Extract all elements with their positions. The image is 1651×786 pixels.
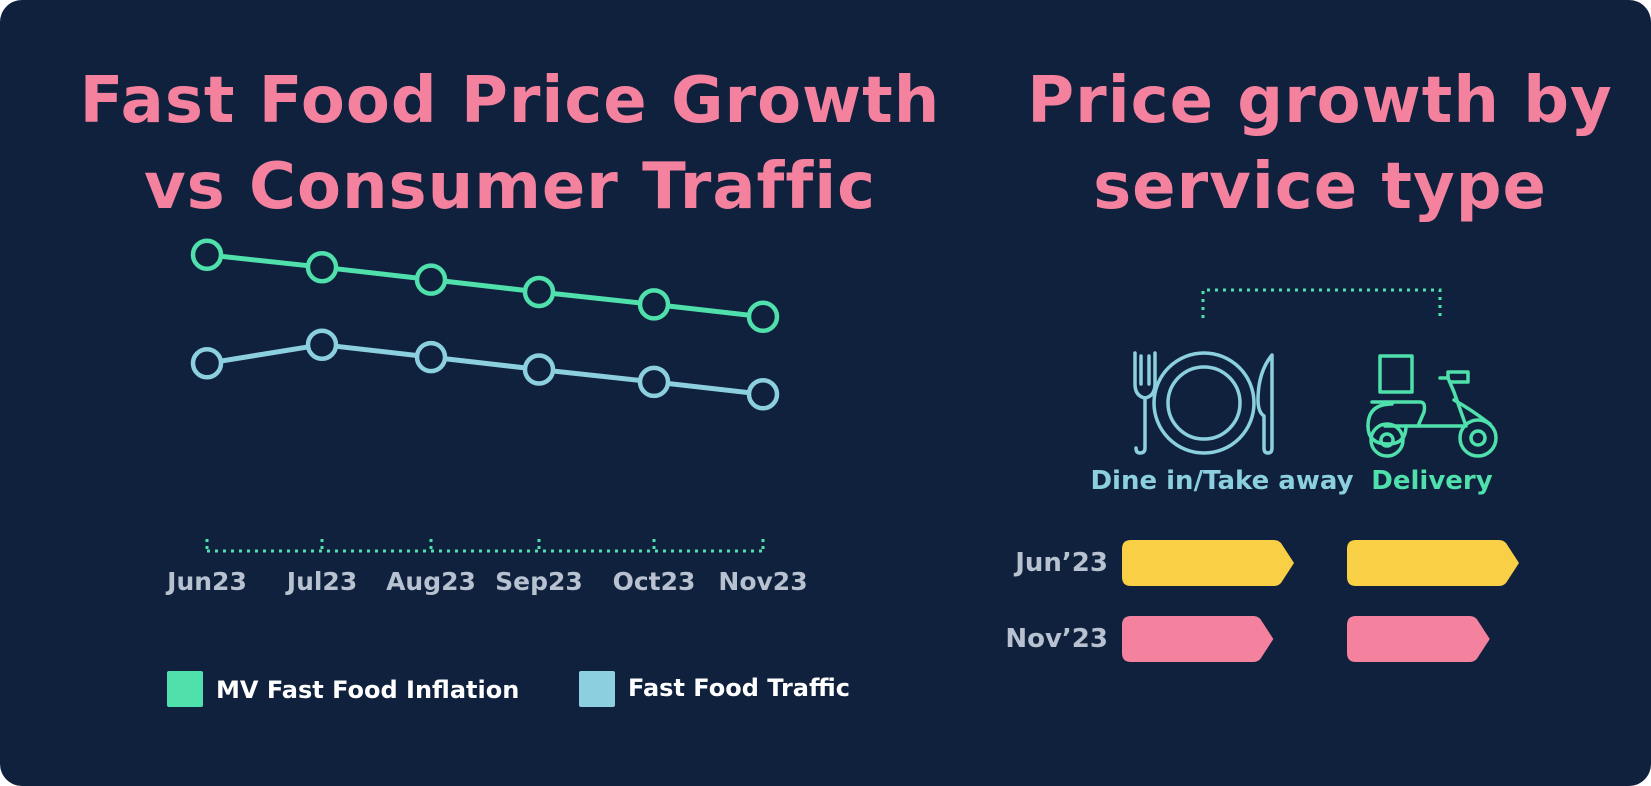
legend: MV Fast Food Inflation Fast Food Traffic xyxy=(167,671,850,707)
x-axis-ticks xyxy=(205,539,765,551)
bar-plate-cutlery-0 xyxy=(1122,540,1294,586)
line-chart-title-line-1: Fast Food Price Growth xyxy=(79,64,941,138)
x-axis-tick-labels: Jun23 Jul23 Aug23 Sep23 Oct23 Nov23 xyxy=(165,567,807,596)
bar-chart-title-line-2: service type xyxy=(1093,150,1547,224)
data-point-s1-sep23 xyxy=(522,353,556,386)
data-point-s0-nov23 xyxy=(746,300,780,334)
legend-swatch-traffic xyxy=(579,671,615,707)
period-label-nov23: Nov’23 xyxy=(1005,624,1108,654)
tick-label-oct23: Oct23 xyxy=(613,567,696,596)
tick-label-sep23: Sep23 xyxy=(495,567,583,596)
data-point-s1-nov23 xyxy=(746,378,780,411)
service-type-section: Dine in/Take away Delivery Jun’23 Nov’23 xyxy=(1005,288,1519,662)
data-point-s0-oct23 xyxy=(637,288,671,321)
bar-chart-title-line-1: Price growth by xyxy=(1027,64,1613,138)
series-line-1 xyxy=(206,342,764,397)
legend-swatch-inflation xyxy=(167,671,203,707)
data-point-s1-aug23 xyxy=(414,340,448,374)
scooter-icon xyxy=(1366,354,1498,458)
bar-plate-cutlery-1 xyxy=(1122,616,1274,662)
tick-label-jul23: Jul23 xyxy=(285,567,357,596)
data-point-s0-sep23 xyxy=(522,275,556,309)
data-point-s1-jul23 xyxy=(305,328,339,361)
tick-label-nov23: Nov23 xyxy=(718,567,807,596)
group-label-delivery: Delivery xyxy=(1371,466,1492,496)
data-point-s0-jun23 xyxy=(190,238,224,272)
group-connector-bracket xyxy=(1201,288,1442,318)
bar-scooter-1 xyxy=(1347,616,1490,662)
series-lines xyxy=(206,252,764,397)
group-label-dine-in: Dine in/Take away xyxy=(1090,466,1353,496)
data-point-s1-oct23 xyxy=(637,365,671,399)
service-bars xyxy=(1122,540,1519,662)
tick-label-aug23: Aug23 xyxy=(386,567,476,596)
series-line-0 xyxy=(206,252,764,320)
data-point-s1-jun23 xyxy=(190,347,224,380)
tick-label-jun23: Jun23 xyxy=(165,567,247,596)
bar-scooter-0 xyxy=(1347,540,1519,586)
series-points xyxy=(190,238,780,411)
plate-cutlery-icon xyxy=(1133,351,1274,455)
line-chart: Jun23 Jul23 Aug23 Sep23 Oct23 Nov23 MV F… xyxy=(165,238,850,707)
data-point-s0-aug23 xyxy=(414,263,448,296)
line-chart-title: Fast Food Price Growth vs Consumer Traff… xyxy=(60,58,960,230)
legend-label-inflation: MV Fast Food Inflation xyxy=(216,676,519,704)
line-chart-title-line-2: vs Consumer Traffic xyxy=(143,150,877,224)
data-point-s0-jul23 xyxy=(305,250,339,284)
period-label-jun23: Jun’23 xyxy=(1013,548,1108,578)
bar-chart-title: Price growth by service type xyxy=(1000,58,1640,230)
legend-label-traffic: Fast Food Traffic xyxy=(628,674,850,702)
